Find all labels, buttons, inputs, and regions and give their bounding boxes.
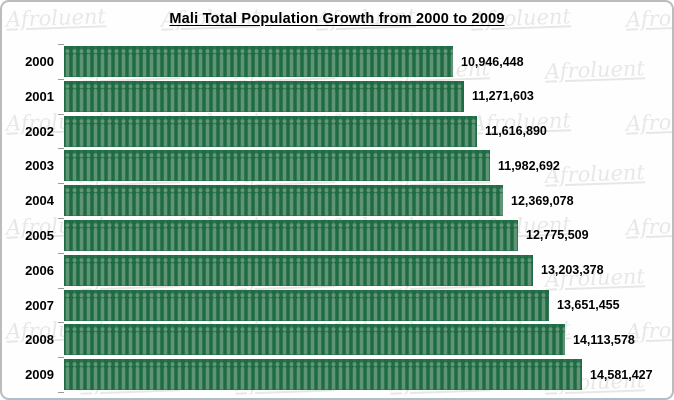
people-fill (64, 219, 518, 251)
category-label: 2009 (25, 367, 54, 383)
chart-row: 2004 12,369,078 (2, 185, 672, 217)
value-label: 11,616,890 (485, 124, 547, 139)
chart-row: 2000 10,946,448 (2, 46, 672, 77)
pictogram-bar (64, 46, 453, 77)
category-label: 2003 (25, 158, 54, 174)
chart-row: 2006 13,203,378 (2, 254, 672, 286)
chart-row: 2009 14,581,427 (2, 359, 672, 391)
axis-tick (58, 253, 64, 254)
chart-row: 2005 12,775,509 (2, 219, 672, 251)
pictogram-bar (64, 219, 518, 251)
people-fill (64, 80, 464, 112)
axis-tick (58, 44, 64, 45)
chart-rows: 2000 10,946,448 2001 11,271,603 2002 11,616,8… (2, 46, 672, 391)
pictogram-bar (64, 289, 549, 321)
category-label: 2006 (25, 262, 54, 278)
value-label: 12,369,078 (511, 193, 574, 208)
category-label: 2008 (25, 332, 54, 348)
chart-title: Mali Total Population Growth from 2000 t… (169, 11, 505, 27)
axis-tick (58, 79, 64, 80)
category-label: 2002 (25, 123, 54, 139)
value-label: 11,982,692 (498, 158, 560, 173)
people-fill (64, 150, 490, 182)
value-label: 14,581,427 (590, 367, 653, 382)
axis-ticks (2, 44, 64, 398)
chart-row: 2008 14,113,578 (2, 324, 672, 356)
axis-tick (58, 114, 64, 115)
chart-row: 2003 11,982,692 (2, 150, 672, 182)
axis-tick (58, 357, 64, 358)
category-label: 2004 (25, 193, 54, 209)
pictogram-bar (64, 254, 533, 286)
pictogram-bar (64, 359, 582, 391)
chart-row: 2007 13,651,455 (2, 289, 672, 321)
chart-row: 2001 11,271,603 (2, 80, 672, 112)
pictogram-bar (64, 324, 565, 356)
people-fill (64, 324, 565, 356)
value-label: 11,271,603 (472, 89, 534, 104)
pictogram-bar (64, 185, 503, 217)
value-label: 10,946,448 (461, 54, 524, 69)
value-label: 12,775,509 (526, 228, 589, 243)
category-label: 2000 (25, 54, 54, 69)
pictogram-bar (64, 150, 490, 182)
axis-tick (58, 322, 64, 323)
pictogram-bar (64, 80, 464, 112)
category-label: 2005 (25, 227, 54, 243)
value-label: 13,203,378 (541, 263, 604, 278)
axis-tick (58, 392, 64, 393)
people-fill (64, 289, 549, 321)
people-fill (64, 115, 477, 147)
chart-row: 2002 11,616,890 (2, 115, 672, 147)
category-label: 2007 (25, 297, 54, 313)
value-label: 14,113,578 (573, 332, 635, 347)
axis-tick (58, 288, 64, 289)
axis-tick (58, 148, 64, 149)
people-fill (64, 359, 582, 391)
plot-area: 2000 10,946,448 2001 11,271,603 2002 11,616,8… (2, 44, 672, 394)
value-label: 13,651,455 (557, 298, 620, 313)
pictogram-bar (64, 115, 477, 147)
axis-tick (58, 218, 64, 219)
people-fill (64, 46, 453, 77)
category-label: 2001 (25, 88, 54, 104)
people-fill (64, 185, 503, 217)
people-fill (64, 254, 533, 286)
axis-tick (58, 183, 64, 184)
